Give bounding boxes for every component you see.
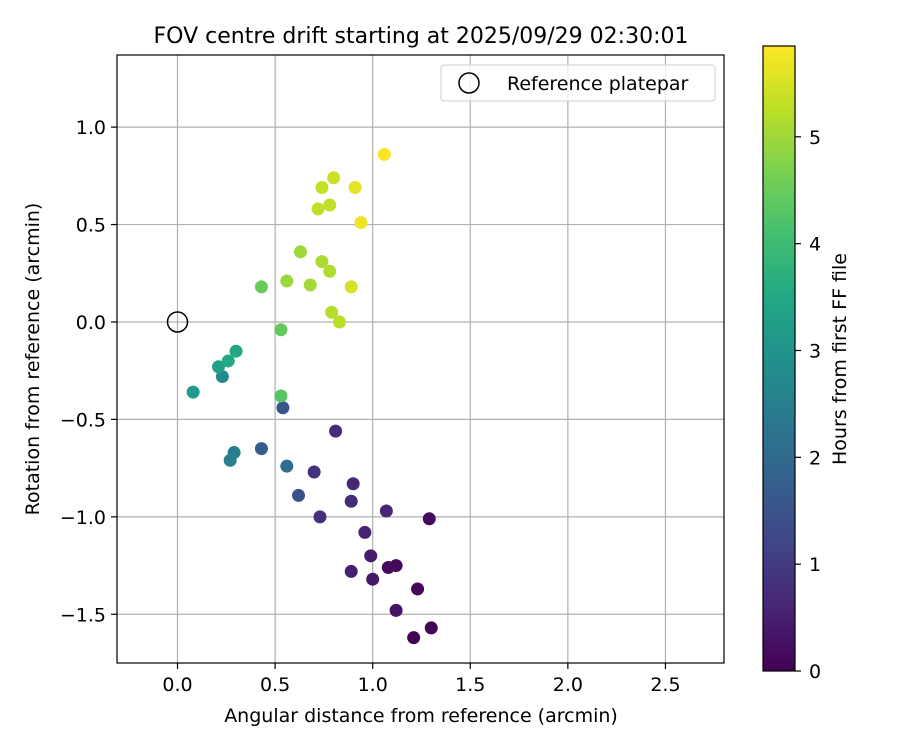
data-point bbox=[254, 442, 268, 456]
legend: Reference platepar bbox=[440, 64, 716, 102]
colorbar-tick-label: 4 bbox=[809, 234, 821, 256]
legend-marker-open-circle bbox=[458, 72, 480, 94]
data-point bbox=[292, 488, 306, 502]
data-point bbox=[364, 549, 378, 563]
data-point bbox=[424, 621, 438, 635]
legend-box bbox=[440, 64, 716, 102]
data-point bbox=[344, 280, 358, 294]
colorbar-tick-label: 2 bbox=[809, 447, 821, 469]
y-tick-label: −0.5 bbox=[60, 409, 106, 431]
y-tick-label: 0.5 bbox=[76, 215, 106, 237]
data-point bbox=[280, 274, 294, 288]
data-point bbox=[215, 370, 229, 384]
y-tick-label: −1.5 bbox=[60, 604, 106, 626]
data-point bbox=[276, 401, 290, 415]
data-point bbox=[311, 202, 325, 216]
colorbar-tick-label: 5 bbox=[809, 127, 821, 149]
data-point bbox=[315, 181, 329, 195]
data-point bbox=[221, 354, 235, 368]
x-tick-label: 2.5 bbox=[650, 674, 680, 696]
y-axis-label: Rotation from reference (arcmin) bbox=[22, 203, 44, 516]
colorbar-ticks: 0 1 2 3 4 5 bbox=[795, 127, 821, 683]
data-point bbox=[323, 198, 337, 212]
colorbar-tick-label: 3 bbox=[809, 340, 821, 362]
data-point bbox=[313, 510, 327, 524]
data-point bbox=[307, 465, 321, 479]
data-point bbox=[377, 147, 391, 161]
plot-frame bbox=[116, 54, 725, 664]
data-point bbox=[293, 245, 307, 259]
data-point bbox=[274, 389, 288, 403]
data-point bbox=[344, 494, 358, 508]
x-tick-label: 1.0 bbox=[358, 674, 388, 696]
data-point bbox=[254, 280, 268, 294]
data-point bbox=[348, 181, 362, 195]
y-tick-label: 1.0 bbox=[76, 117, 106, 139]
colorbar-tick-label: 0 bbox=[809, 661, 821, 683]
data-point bbox=[325, 305, 339, 319]
colorbar-tick-label: 1 bbox=[809, 554, 821, 576]
data-points bbox=[186, 147, 438, 645]
x-tick-label: 1.5 bbox=[455, 674, 485, 696]
grid-lines bbox=[117, 55, 724, 663]
data-point bbox=[327, 171, 341, 185]
data-point bbox=[358, 525, 372, 539]
colorbar-label: Hours from first FF file bbox=[829, 253, 851, 465]
chart-title: FOV centre drift starting at 2025/09/29 … bbox=[154, 24, 689, 49]
data-point bbox=[344, 564, 358, 578]
data-point bbox=[323, 264, 337, 278]
data-point bbox=[381, 561, 395, 575]
x-tick-label: 0.0 bbox=[162, 674, 192, 696]
colorbar bbox=[762, 45, 796, 672]
data-point bbox=[303, 278, 317, 292]
x-tick-label: 0.5 bbox=[260, 674, 290, 696]
data-point bbox=[280, 459, 294, 473]
data-point bbox=[274, 323, 288, 337]
data-point bbox=[422, 512, 436, 526]
data-point bbox=[329, 424, 343, 438]
reference-platepar-marker bbox=[166, 311, 189, 333]
data-point bbox=[411, 582, 425, 596]
data-point bbox=[379, 504, 393, 518]
data-point bbox=[389, 603, 403, 617]
data-point bbox=[229, 344, 243, 358]
data-point bbox=[223, 453, 237, 467]
data-point bbox=[186, 385, 200, 399]
data-point bbox=[366, 572, 380, 586]
y-tick-label: −1.0 bbox=[60, 507, 106, 529]
y-tick-label: 0.0 bbox=[76, 312, 106, 334]
data-point bbox=[315, 255, 329, 269]
data-point bbox=[211, 360, 225, 374]
legend-label: Reference platepar bbox=[507, 73, 689, 95]
data-point bbox=[407, 631, 421, 645]
data-point bbox=[333, 315, 347, 329]
x-axis-label: Angular distance from reference (arcmin) bbox=[224, 705, 618, 727]
data-point bbox=[346, 477, 360, 491]
axis-ticks: 0.0 0.5 1.0 1.5 2.0 2.5 1.0 0.5 0.0 −0.5 −1.0 −1.5 bbox=[60, 117, 681, 696]
x-tick-label: 2.0 bbox=[553, 674, 583, 696]
data-point bbox=[354, 216, 368, 230]
